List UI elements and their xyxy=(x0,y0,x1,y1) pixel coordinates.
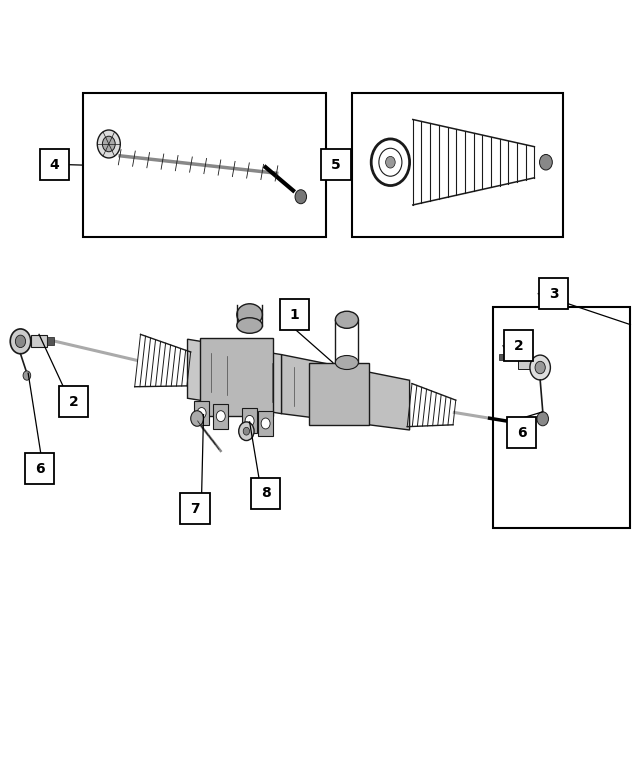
Circle shape xyxy=(261,418,270,429)
FancyBboxPatch shape xyxy=(40,149,69,180)
Circle shape xyxy=(295,190,307,204)
FancyBboxPatch shape xyxy=(280,299,309,330)
Ellipse shape xyxy=(237,304,262,326)
Bar xyxy=(352,93,563,237)
FancyBboxPatch shape xyxy=(309,363,369,425)
Text: 2: 2 xyxy=(68,395,79,409)
Bar xyxy=(499,354,509,360)
Bar xyxy=(213,404,228,429)
Circle shape xyxy=(10,329,31,354)
Circle shape xyxy=(97,130,120,158)
Circle shape xyxy=(239,422,254,441)
FancyBboxPatch shape xyxy=(507,417,536,448)
FancyBboxPatch shape xyxy=(31,335,47,347)
Text: 6: 6 xyxy=(516,426,527,440)
Bar xyxy=(493,307,630,528)
FancyBboxPatch shape xyxy=(539,278,568,309)
Bar xyxy=(47,337,54,345)
Text: 7: 7 xyxy=(190,502,200,516)
Text: 4: 4 xyxy=(49,158,60,172)
Ellipse shape xyxy=(335,312,358,329)
Bar xyxy=(194,401,209,426)
Text: 3: 3 xyxy=(548,287,559,301)
Circle shape xyxy=(530,355,550,380)
Polygon shape xyxy=(282,354,410,430)
FancyBboxPatch shape xyxy=(251,478,280,509)
Circle shape xyxy=(537,412,548,426)
FancyBboxPatch shape xyxy=(504,330,533,361)
Circle shape xyxy=(245,416,254,427)
FancyBboxPatch shape xyxy=(25,453,54,484)
Ellipse shape xyxy=(237,318,262,333)
Text: 5: 5 xyxy=(331,158,341,172)
Circle shape xyxy=(197,408,206,419)
Bar xyxy=(508,417,513,426)
FancyBboxPatch shape xyxy=(321,149,351,180)
Text: 2: 2 xyxy=(513,339,524,353)
Ellipse shape xyxy=(335,356,358,370)
Circle shape xyxy=(540,155,552,170)
Polygon shape xyxy=(188,340,282,413)
Circle shape xyxy=(102,136,115,152)
Circle shape xyxy=(535,361,545,374)
Text: 1: 1 xyxy=(289,308,300,322)
FancyBboxPatch shape xyxy=(180,493,210,524)
Circle shape xyxy=(15,335,26,347)
FancyBboxPatch shape xyxy=(200,338,273,416)
Bar xyxy=(242,409,257,434)
Text: 8: 8 xyxy=(260,486,271,500)
Bar xyxy=(258,411,273,436)
FancyBboxPatch shape xyxy=(518,354,532,369)
Circle shape xyxy=(386,156,396,168)
Circle shape xyxy=(243,427,250,435)
Circle shape xyxy=(23,371,31,380)
Circle shape xyxy=(191,411,204,427)
Text: 6: 6 xyxy=(35,462,45,476)
Circle shape xyxy=(216,411,225,422)
Bar xyxy=(83,93,326,237)
FancyBboxPatch shape xyxy=(59,386,88,417)
